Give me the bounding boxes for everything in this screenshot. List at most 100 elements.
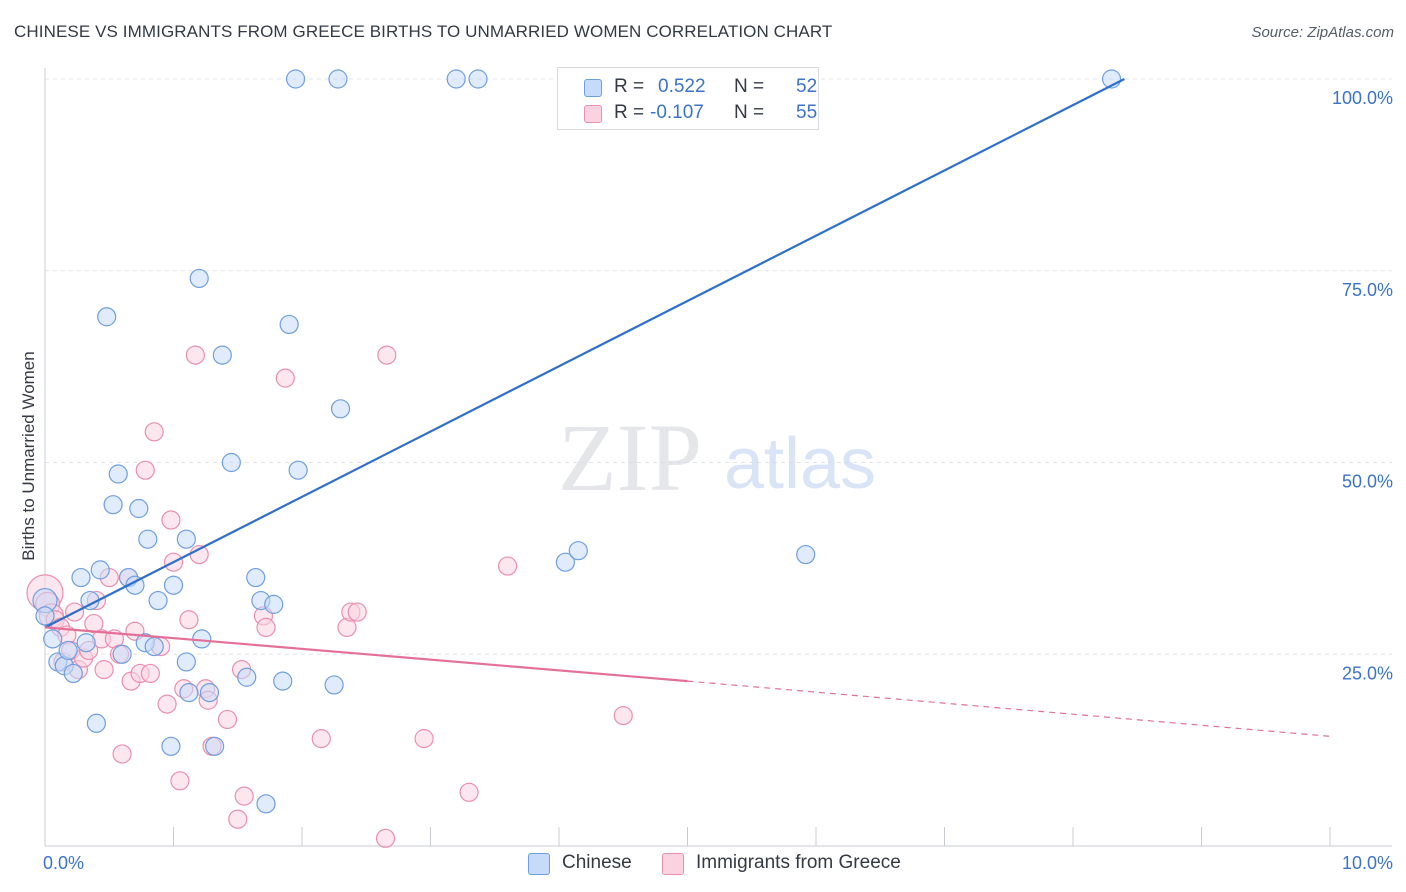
chinese-point-15 [112, 644, 132, 664]
chinese-point-2 [43, 629, 63, 649]
greece-point-24 [135, 460, 155, 480]
legend-n-value-chinese: 52 [796, 76, 818, 97]
chinese-point-39 [273, 671, 293, 691]
bottom-legend-swatch-greece [662, 853, 684, 875]
chinese-point-11 [90, 560, 110, 580]
greece-point-39 [217, 709, 238, 730]
greece-point-53 [459, 782, 479, 802]
chart-title: CHINESE VS IMMIGRANTS FROM GREECE BIRTHS… [14, 22, 833, 41]
trend-lines [44, 78, 1331, 737]
chinese-point-14 [108, 464, 128, 484]
chinese-point-46 [446, 69, 466, 89]
trend-line-greece [44, 626, 688, 683]
legend-n-label: N = [734, 102, 765, 123]
chinese-point-44 [328, 69, 348, 89]
chinese-point-32 [212, 345, 232, 365]
bottom-legend-swatch-chinese [528, 853, 550, 875]
trend-line-greece-extrapolated [687, 680, 1331, 737]
chinese-point-40 [279, 314, 299, 335]
greece-point-55 [613, 706, 633, 726]
greece-point-51 [377, 345, 397, 365]
axis-layer [44, 68, 1392, 847]
chinese-point-10 [86, 713, 107, 733]
chinese-point-1 [35, 606, 55, 626]
chinese-point-13 [103, 495, 123, 515]
chinese-point-23 [161, 736, 181, 756]
series-chinese-points [32, 69, 1122, 814]
chinese-point-27 [179, 682, 199, 703]
greece-point-29 [161, 510, 181, 530]
chinese-point-45 [330, 399, 351, 419]
greece-point-33 [179, 610, 199, 630]
watermark: ZIP atlas [558, 404, 876, 511]
chinese-point-21 [144, 636, 164, 657]
watermark-zip: ZIP [558, 404, 702, 511]
chinese-point-31 [205, 736, 225, 756]
bottom-legend-label-chinese: Chinese [562, 852, 632, 873]
chinese-point-41 [285, 69, 306, 89]
legend-r-value-greece: -0.107 [650, 102, 704, 123]
grid-layer [45, 78, 1392, 655]
chinese-point-20 [138, 529, 158, 549]
chinese-point-6 [63, 663, 83, 684]
series-greece-points [26, 345, 633, 848]
chinese-point-33 [221, 452, 241, 473]
greece-point-31 [170, 771, 190, 791]
y-tick-label-1: 75.0% [1342, 280, 1393, 300]
chinese-point-26 [176, 529, 196, 549]
chinese-point-42 [288, 460, 308, 480]
greece-point-25 [140, 663, 160, 684]
greece-point-46 [311, 729, 331, 749]
greece-point-26 [144, 422, 164, 442]
x-tick-label-0: 0.0% [43, 853, 84, 873]
tick-labels: 100.0% 75.0% 50.0% 25.0% 0.0% 10.0% [43, 88, 1393, 873]
chinese-point-43 [324, 675, 344, 695]
chinese-point-49 [568, 541, 588, 561]
chinese-point-18 [129, 498, 149, 519]
legend-n-value-greece: 55 [796, 102, 818, 123]
chinese-point-8 [76, 633, 96, 653]
greece-point-19 [112, 744, 132, 764]
chinese-point-37 [256, 794, 276, 814]
chinese-point-34 [237, 667, 257, 687]
y-tick-label-2: 50.0% [1342, 472, 1393, 492]
legend-swatch-chinese [584, 79, 602, 97]
greece-point-42 [234, 786, 254, 806]
legend-r-label: R = [614, 102, 645, 123]
chinese-point-7 [71, 567, 91, 588]
chinese-point-51 [796, 544, 816, 565]
y-tick-label-0: 100.0% [1332, 88, 1393, 108]
x-tick-label-1: 10.0% [1342, 853, 1393, 873]
legend-swatch-greece [584, 105, 602, 123]
chinese-point-38 [264, 594, 284, 614]
chinese-point-25 [176, 652, 196, 672]
stats-legend: R = 0.522 N = 52 R = -0.107 N = 55 [557, 67, 819, 130]
greece-point-52 [414, 729, 434, 749]
greece-point-45 [275, 368, 295, 388]
chinese-point-30 [199, 682, 220, 703]
watermark-atlas: atlas [724, 424, 876, 504]
chinese-point-5 [58, 640, 78, 661]
trend-line-chinese [44, 78, 1125, 629]
chinese-point-47 [468, 69, 488, 89]
greece-point-15 [94, 659, 114, 680]
chinese-point-24 [163, 575, 184, 595]
greece-point-50 [375, 828, 396, 848]
greece-point-34 [185, 345, 205, 365]
greece-point-28 [157, 694, 177, 714]
y-tick-label-3: 25.0% [1342, 663, 1393, 683]
greece-point-44 [256, 617, 276, 638]
chinese-point-22 [148, 590, 168, 611]
greece-point-49 [347, 602, 367, 622]
legend-n-label: N = [734, 76, 765, 97]
bottom-legend-label-greece: Immigrants from Greece [696, 852, 901, 873]
chinese-point-28 [189, 268, 209, 289]
legend-r-label: R = [614, 76, 645, 97]
greece-point-54 [498, 556, 518, 576]
greece-point-40 [228, 809, 248, 829]
legend-r-value-chinese: 0.522 [658, 76, 706, 97]
chinese-point-12 [97, 307, 117, 327]
chinese-point-48 [555, 552, 576, 572]
chinese-point-35 [246, 567, 266, 588]
